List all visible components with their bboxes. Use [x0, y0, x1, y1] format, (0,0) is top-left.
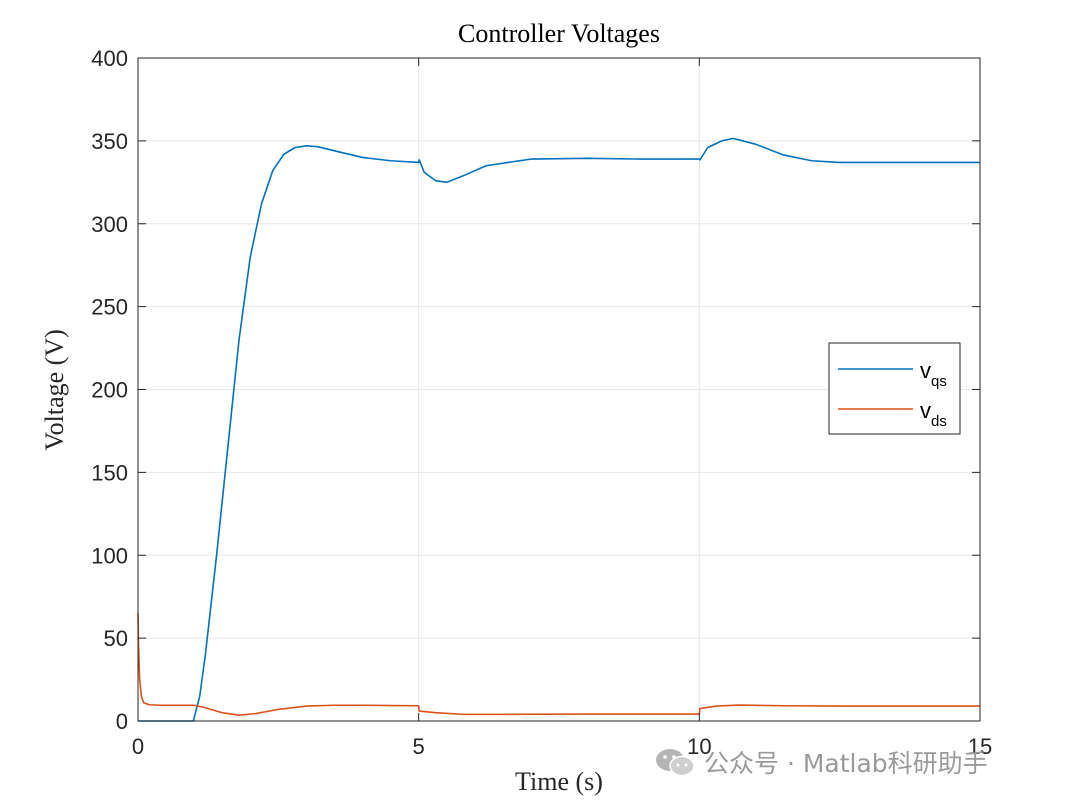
y-tick-label: 150 [91, 460, 128, 485]
x-tick-label: 5 [413, 734, 425, 759]
x-tick-label: 15 [968, 734, 992, 759]
legend-label-vds: vds [920, 398, 947, 430]
y-tick-label: 400 [91, 46, 128, 71]
wechat-icon [652, 744, 698, 780]
y-tick-label: 250 [91, 295, 128, 320]
y-axis-label: Voltage (V) [40, 329, 69, 451]
y-tick-label: 50 [104, 626, 128, 651]
legend-box [828, 342, 961, 435]
x-tick-label: 10 [687, 734, 711, 759]
watermark: 公众号 · Matlab科研助手 [652, 744, 988, 780]
series-line-vqs [138, 137, 980, 722]
y-tick-label: 100 [91, 543, 128, 568]
y-tick-label: 0 [116, 709, 128, 734]
grid-lines [137, 57, 981, 722]
watermark-text: 公众号 · Matlab科研助手 [704, 749, 988, 778]
x-tick-label: 0 [132, 734, 144, 759]
series-line-vds [137, 613, 980, 716]
y-tick-label: 350 [91, 129, 128, 154]
legend-label-vqs: vqs [920, 358, 947, 390]
y-tick-label: 300 [91, 212, 128, 237]
tick-marks [137, 57, 981, 722]
chart-title: Controller Voltages [458, 19, 660, 48]
series-lines [137, 137, 980, 722]
y-tick-label: 200 [91, 378, 128, 403]
legend: vqs vds [828, 342, 961, 435]
x-axis-label: Time (s) [515, 767, 603, 796]
